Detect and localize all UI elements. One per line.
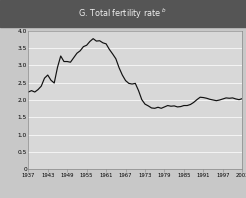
Text: Rate: Rate [31, 24, 45, 29]
Text: G. Total fertility rate $^{b}$: G. Total fertility rate $^{b}$ [78, 7, 168, 21]
